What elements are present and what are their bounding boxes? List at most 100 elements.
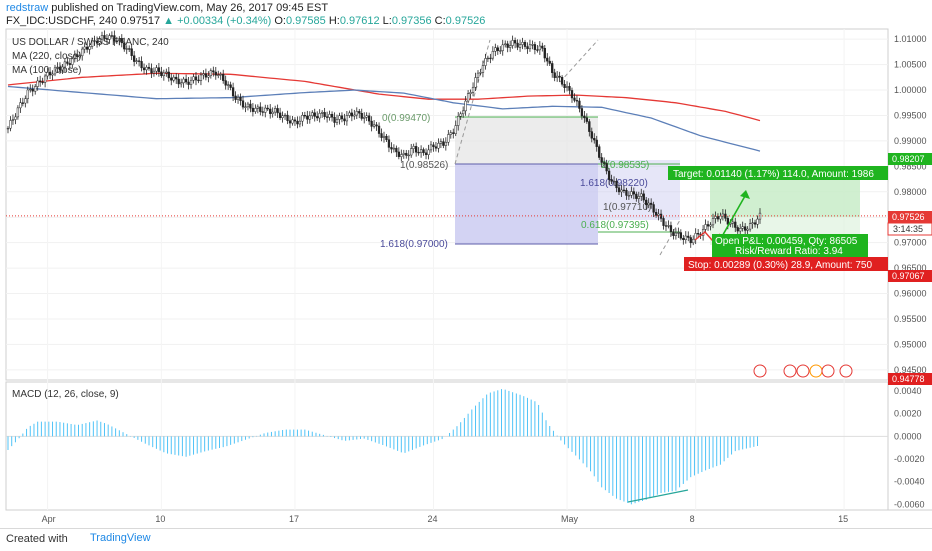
candle-body [615, 180, 618, 189]
candle-body [437, 143, 440, 149]
candle-body [427, 149, 430, 155]
publish-line: redstraw published on TradingView.com, M… [6, 2, 328, 14]
macd-axis[interactable]: 0.0040 0.0020 0.0000 -0.0020 -0.0040 -0.0060 [894, 386, 925, 509]
candle-body [348, 112, 351, 116]
candle-body [612, 180, 616, 183]
candle-body [462, 110, 465, 115]
candle-body [674, 232, 678, 236]
ma220-legend[interactable]: MA (220, close) [12, 51, 81, 62]
candle-body [177, 78, 180, 85]
event-icon [796, 364, 810, 378]
macd-histogram[interactable] [6, 389, 888, 505]
price-change: ▲ +0.00334 (+0.34%) [163, 15, 272, 27]
candlestick-series[interactable] [6, 30, 762, 248]
candle-body [350, 112, 353, 117]
fib-label-1618: 1.618(0.97000) [380, 239, 448, 250]
candle-body [26, 89, 29, 99]
candle-body [407, 154, 410, 157]
bottom-tag [888, 373, 932, 385]
candle-body [71, 58, 74, 65]
candle-body [375, 124, 378, 127]
candle-body [266, 107, 269, 110]
macd-tick-label: 0.0040 [894, 386, 922, 396]
macd-legend[interactable]: MACD (12, 26, close, 9) [12, 389, 119, 400]
candle-body [83, 46, 86, 50]
price-chart[interactable]: 1.01000 1.00500 1.00000 0.99500 0.99000 0.985… [0, 0, 932, 528]
candle-body [113, 35, 116, 42]
candle-body [165, 71, 168, 74]
price-tick-label: 0.99500 [894, 110, 927, 120]
event-icons[interactable] [753, 364, 853, 378]
candle-body [575, 100, 579, 102]
candle-body [528, 44, 532, 50]
trend-dash-1 [454, 39, 491, 165]
candle-body [335, 119, 339, 123]
candle-body [330, 114, 334, 118]
svg-text:Risk/Reward Ratio: 3.94: Risk/Reward Ratio: 3.94 [735, 246, 843, 257]
candle-body [706, 224, 710, 227]
event-icon [783, 364, 797, 378]
fib-blue-zone [455, 164, 598, 244]
candle-body [736, 227, 739, 232]
author-link[interactable]: redstraw [6, 2, 49, 14]
candle-body [41, 81, 44, 84]
countdown-tag [887, 222, 932, 236]
candle-body [63, 61, 67, 68]
candle-body [251, 107, 255, 112]
candle-body [400, 154, 403, 157]
low-label: L: [382, 15, 392, 27]
ma220-line[interactable] [7, 72, 761, 122]
price-axis[interactable]: 1.01000 1.00500 1.00000 0.99500 0.99000 0.985… [894, 34, 927, 375]
candle-body [172, 76, 175, 81]
candle-body [689, 237, 692, 244]
candle-body [484, 58, 487, 66]
candle-body [36, 80, 39, 87]
stop-label[interactable]: Stop: 0.00289 (0.30%) 28.9, Amount: 750 [684, 257, 888, 271]
candle-body [558, 75, 561, 78]
candle-body [355, 111, 358, 116]
time-tick-label: 17 [289, 514, 299, 524]
candle-body [600, 157, 603, 163]
candle-body [125, 48, 128, 50]
candle-body [340, 115, 344, 120]
open-pnl-label[interactable]: Open P&L: 0.00459, Qty: 86505 Risk/Rewar… [712, 234, 868, 257]
candle-body [353, 114, 356, 117]
candle-body [432, 144, 435, 147]
ma100-legend[interactable]: MA (100, close) [12, 65, 81, 76]
price-tick-label: 0.95000 [894, 339, 927, 349]
candle-body [509, 45, 512, 48]
candle-body [565, 86, 569, 88]
candle-body [402, 152, 405, 155]
last-tag [888, 211, 932, 223]
candle-body [726, 218, 729, 225]
candle-body [301, 115, 304, 122]
candle-body [632, 191, 635, 195]
candle-body [523, 42, 527, 47]
candle-body [684, 235, 687, 240]
candle-body [479, 72, 482, 74]
candle-body [538, 45, 541, 51]
candle-body [93, 40, 96, 42]
target-label[interactable]: Target: 0.01140 (1.17%) 114.0, Amount: 1… [668, 166, 888, 180]
candle-body [419, 149, 423, 153]
candle-body [464, 100, 467, 112]
fib-label-1: 1(0.98526) [400, 160, 448, 171]
candle-body [170, 77, 173, 81]
svg-text:Open P&L: 0.00459, Qty: 86505: Open P&L: 0.00459, Qty: 86505 [715, 236, 858, 247]
tradingview-logo[interactable]: TradingView [90, 532, 151, 544]
fibonacci-boxes[interactable]: 1(0.98526) 1.618(0.97000) 0(0.99470) 2(0… [380, 39, 681, 256]
candle-body [241, 100, 245, 108]
ma100-line[interactable] [7, 85, 761, 152]
candle-body [481, 65, 485, 73]
candle-body [417, 151, 420, 154]
candle-body [128, 48, 131, 50]
candle-body [731, 221, 734, 224]
candle-body [184, 78, 188, 83]
symbol-label[interactable]: FX_IDC:USDCHF, 240 [6, 15, 118, 27]
candle-body [459, 113, 462, 117]
candle-body [466, 93, 470, 102]
time-axis[interactable]: Apr101724May8152226Jun13:00 [42, 514, 932, 524]
event-icon [753, 364, 767, 378]
target-tag-text: 0.98207 [892, 154, 925, 164]
price-tick-label: 1.00500 [894, 60, 927, 70]
